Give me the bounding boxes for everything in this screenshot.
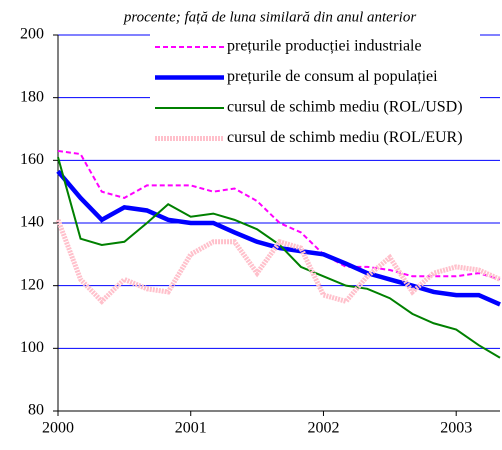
x-tick-label: 2000 [42,420,74,437]
chart-subtitle: procente; față de luna similară din anul… [123,9,417,25]
legend-label: cursul de schimb mediu (ROL/EUR) [227,129,463,146]
legend-label: cursul de schimb mediu (ROL/USD) [227,99,463,116]
y-tick-label: 100 [20,339,44,356]
y-tick-label: 160 [20,151,44,168]
y-tick-label: 140 [20,214,44,231]
line-series [55,218,502,305]
x-tick-label: 2003 [440,420,472,437]
line-series [57,149,501,281]
legend-box [150,34,480,152]
legend-label: prețurile producției industriale [227,38,422,55]
x-tick-label: 2001 [175,420,207,437]
y-tick-label: 180 [20,88,44,105]
y-tick-label: 200 [20,26,44,43]
legend-label: prețurile de consum al populației [227,68,438,85]
y-tick-label: 80 [28,402,44,419]
x-tick-label: 2002 [307,420,339,437]
line-series [57,156,501,359]
line-series [56,169,501,307]
y-tick-label: 120 [20,276,44,293]
